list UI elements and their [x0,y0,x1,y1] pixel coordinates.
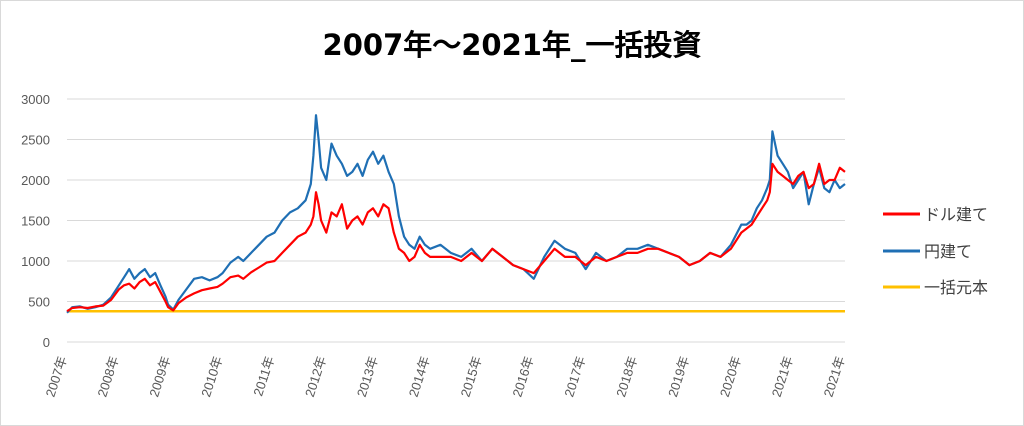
x-tick-label: 2009年 [146,354,173,399]
x-tick-label: 2021年 [821,354,848,399]
series-line-1 [66,114,846,314]
y-tick-label: 1500 [21,214,50,229]
x-tick-label: 2016年 [509,354,536,399]
series-line-0 [66,162,846,313]
series-lines [66,114,846,314]
x-tick-label: 2014年 [406,354,433,399]
x-tick-label: 2018年 [613,354,640,399]
x-tick-label: 2013年 [354,354,381,399]
y-tick-label: 500 [28,295,50,310]
x-tick-label: 2008年 [94,354,121,399]
y-tick-label: 3000 [21,92,50,107]
x-tick-label: 2019年 [665,354,692,399]
y-tick-label: 2000 [21,173,50,188]
y-tick-label: 1000 [21,254,50,269]
x-axis-ticks: 2007年 2008年 2009年 2010年 2011年 2012年 2013年 2014年… [43,354,848,399]
x-tick-label: 2015年 [458,354,485,399]
x-tick-label: 2021年 [769,354,796,399]
y-tick-label: 0 [43,335,50,350]
x-tick-label: 2017年 [561,354,588,399]
y-tick-label: 2500 [21,133,50,148]
x-tick-label: 2020年 [717,354,744,399]
y-axis-ticks: 0 500 1000 1500 2000 2500 3000 [21,92,50,350]
grid-lines [67,98,845,343]
chart-title: 2007年～2021年_一括投資 [322,28,702,62]
x-tick-label: 2010年 [198,354,225,399]
x-tick-label: 2007年 [43,354,70,399]
x-tick-label: 2011年 [250,354,277,398]
legend-label: 一括元本 [924,278,988,297]
legend-label: 円建て [924,242,972,261]
x-tick-label: 2012年 [302,354,329,399]
legend-label: ドル建て [924,205,988,224]
